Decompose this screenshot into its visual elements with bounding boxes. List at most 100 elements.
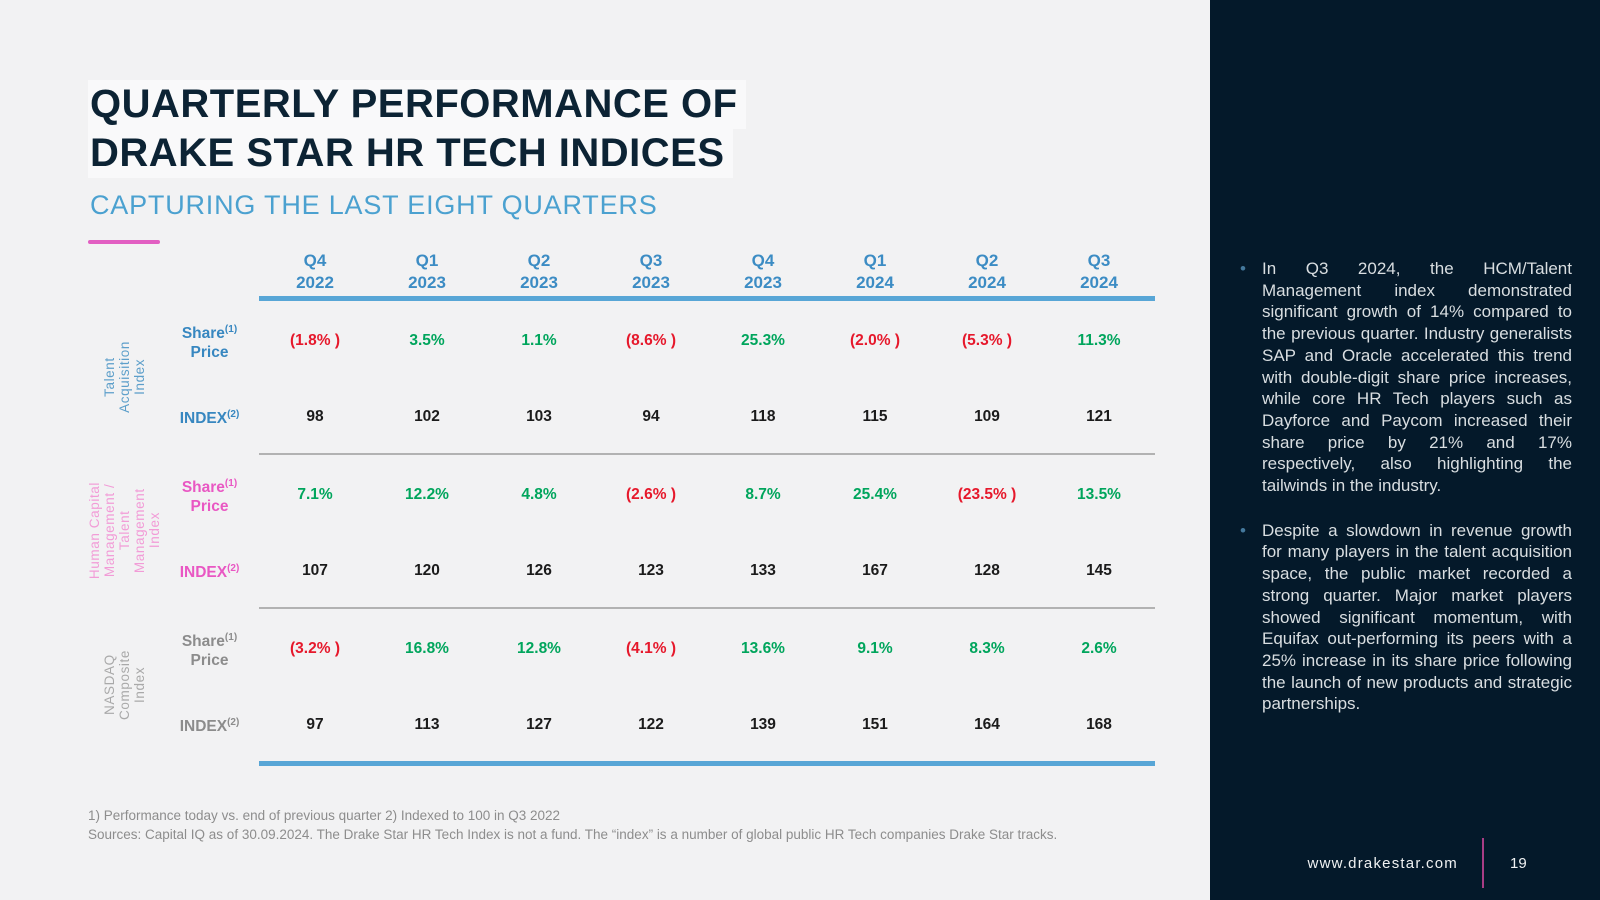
share-price-cell-2-4: 13.6% <box>741 640 785 657</box>
share-price-label-1-text: Share <box>181 479 225 497</box>
table-body: Talent Acquisition Index Share(1) Price (1.… <box>87 301 1155 761</box>
share-price-label-2-sup: (1) <box>224 631 238 643</box>
quarter-header-7: Q3 2024 <box>1080 251 1118 292</box>
index-label-0-text: INDEX <box>179 410 228 428</box>
share-price-label-2-text: Share <box>181 633 225 651</box>
share-price-label-0: Share(1) Price <box>160 320 259 362</box>
group-label-0: Talent Acquisition Index <box>101 341 147 413</box>
index-group-2: NASDAQ Composite Index Share(1) Price (3.2%… <box>88 609 1155 761</box>
index-cell-0-6: 109 <box>974 408 1000 425</box>
index-label-0-sup: (2) <box>227 409 240 421</box>
share-price-label-0-word2: Price <box>190 344 229 362</box>
share-price-label-1-word2: Price <box>190 498 229 516</box>
share-price-cell-1-1: 12.2% <box>405 486 449 503</box>
share-price-cell-2-3: (4.1% ) <box>626 640 676 657</box>
share-price-cell-2-1: 16.8% <box>405 640 449 657</box>
index-cell-0-7: 121 <box>1086 408 1112 425</box>
index-label-1: INDEX(2) <box>160 559 259 582</box>
index-cell-0-2: 103 <box>526 408 552 425</box>
bullet-text-0: In Q3 2024, the HCM/Talent Management in… <box>1262 259 1572 496</box>
index-cell-0-1: 102 <box>414 408 440 425</box>
quarter-header-6: Q2 2024 <box>968 251 1006 292</box>
share-price-label-2-word: Share(1) <box>160 628 259 651</box>
group-divider-0 <box>259 453 1155 455</box>
share-price-cell-2-2: 12.8% <box>517 640 561 657</box>
index-label-2-text: INDEX <box>179 718 228 736</box>
quarter-header-5: Q1 2024 <box>856 251 894 292</box>
page-title: QUARTERLY PERFORMANCE OF DRAKE STAR HR T… <box>88 80 746 178</box>
share-price-cell-2-6: 8.3% <box>969 640 1005 657</box>
index-group-1: Human Capital Management / Talent Manage… <box>87 455 1155 607</box>
index-cell-0-0: 98 <box>306 408 324 425</box>
index-cell-2-0: 97 <box>306 716 324 733</box>
share-price-label-2-word2: Price <box>190 652 229 670</box>
share-price-label-2: Share(1) Price <box>160 628 259 670</box>
share-price-cell-2-0: (3.2% ) <box>290 640 340 657</box>
group-label-2: NASDAQ Composite Index <box>101 650 147 720</box>
share-price-cell-2-7: 2.6% <box>1081 640 1117 657</box>
table-top-rule <box>259 296 1155 301</box>
index-cell-2-4: 139 <box>750 716 776 733</box>
index-label-2: INDEX(2) <box>160 713 259 736</box>
website-link[interactable]: www.drakestar.com <box>1307 854 1458 872</box>
page-title-line-2: DRAKE STAR HR TECH INDICES <box>88 129 733 178</box>
bullet-item-0: • In Q3 2024, the HCM/Talent Management i… <box>1236 258 1572 497</box>
accent-dash <box>88 240 160 244</box>
index-cell-1-6: 128 <box>974 562 1000 579</box>
index-cell-1-2: 126 <box>526 562 552 579</box>
index-label-1-sup: (2) <box>227 563 240 575</box>
quarter-header-0: Q4 2022 <box>296 251 334 292</box>
share-price-cell-0-0: (1.8% ) <box>290 332 340 349</box>
index-label-1-text: INDEX <box>179 564 228 582</box>
footer-divider <box>1482 838 1484 888</box>
sidebar: • In Q3 2024, the HCM/Talent Management i… <box>1210 0 1600 900</box>
index-cell-1-5: 167 <box>862 562 888 579</box>
quarter-header-3: Q3 2023 <box>632 251 670 292</box>
page-number: 19 <box>1510 854 1527 872</box>
index-cell-0-4: 118 <box>750 408 776 425</box>
share-price-label-1: Share(1) Price <box>160 474 259 516</box>
bullet-dot-0: • <box>1240 259 1246 278</box>
share-price-cell-0-4: 25.3% <box>741 332 785 349</box>
group-divider-1 <box>259 607 1155 609</box>
footnote-2: Sources: Capital IQ as of 30.09.2024. Th… <box>88 827 1058 842</box>
quarter-header-4: Q4 2023 <box>744 251 782 292</box>
share-price-cell-1-6: (23.5% ) <box>957 486 1017 503</box>
bullet-item-1: • Despite a slowdown in revenue growth fo… <box>1236 520 1572 715</box>
sidebar-footer: www.drakestar.com 19 <box>1308 838 1540 888</box>
share-price-label-0-sup: (1) <box>224 323 238 335</box>
index-label-2-sup: (2) <box>227 717 240 729</box>
index-label-0: INDEX(2) <box>160 405 259 428</box>
main-content: QUARTERLY PERFORMANCE OF DRAKE STAR HR T… <box>87 80 1155 842</box>
share-price-label-0-word: Share(1) <box>160 320 259 343</box>
table-bottom-rule <box>259 761 1155 766</box>
index-cell-2-2: 127 <box>526 716 552 733</box>
share-price-cell-1-7: 13.5% <box>1077 486 1121 503</box>
share-price-label-1-word: Share(1) <box>160 474 259 497</box>
page-title-line-1: QUARTERLY PERFORMANCE OF <box>88 80 746 129</box>
quarter-header-2: Q2 2023 <box>520 251 558 292</box>
share-price-cell-0-6: (5.3% ) <box>962 332 1012 349</box>
share-price-label-0-text: Share <box>181 325 225 343</box>
index-label-1-word: INDEX(2) <box>160 559 259 582</box>
share-price-label-1-sup: (1) <box>224 477 238 489</box>
index-cell-2-1: 113 <box>414 716 440 733</box>
share-price-cell-0-7: 11.3% <box>1077 332 1121 349</box>
share-price-cell-1-4: 8.7% <box>745 486 781 503</box>
index-cell-1-4: 133 <box>750 562 776 579</box>
index-cell-2-5: 151 <box>862 716 888 733</box>
share-price-cell-2-5: 9.1% <box>857 640 893 657</box>
bullet-text-1: Despite a slowdown in revenue growth for… <box>1262 520 1572 714</box>
title-block: QUARTERLY PERFORMANCE OF DRAKE STAR HR T… <box>88 80 746 221</box>
page-subtitle: CAPTURING THE LAST EIGHT QUARTERS <box>90 190 658 220</box>
footnote-1: 1) Performance today vs. end of previous… <box>88 808 561 823</box>
share-price-cell-1-0: 7.1% <box>297 486 333 503</box>
bullet-list: • In Q3 2024, the HCM/Talent Management i… <box>1236 258 1572 738</box>
index-group-0: Talent Acquisition Index Share(1) Price (1.… <box>88 301 1155 453</box>
index-cell-0-5: 115 <box>862 408 888 425</box>
performance-table: Q4 2022 Q1 2023 Q2 2023 Q3 2023 Q4 2023 Q1 20… <box>87 250 1155 766</box>
index-cell-0-3: 94 <box>642 408 660 425</box>
index-label-0-word: INDEX(2) <box>160 405 259 428</box>
index-cell-2-3: 122 <box>638 716 664 733</box>
